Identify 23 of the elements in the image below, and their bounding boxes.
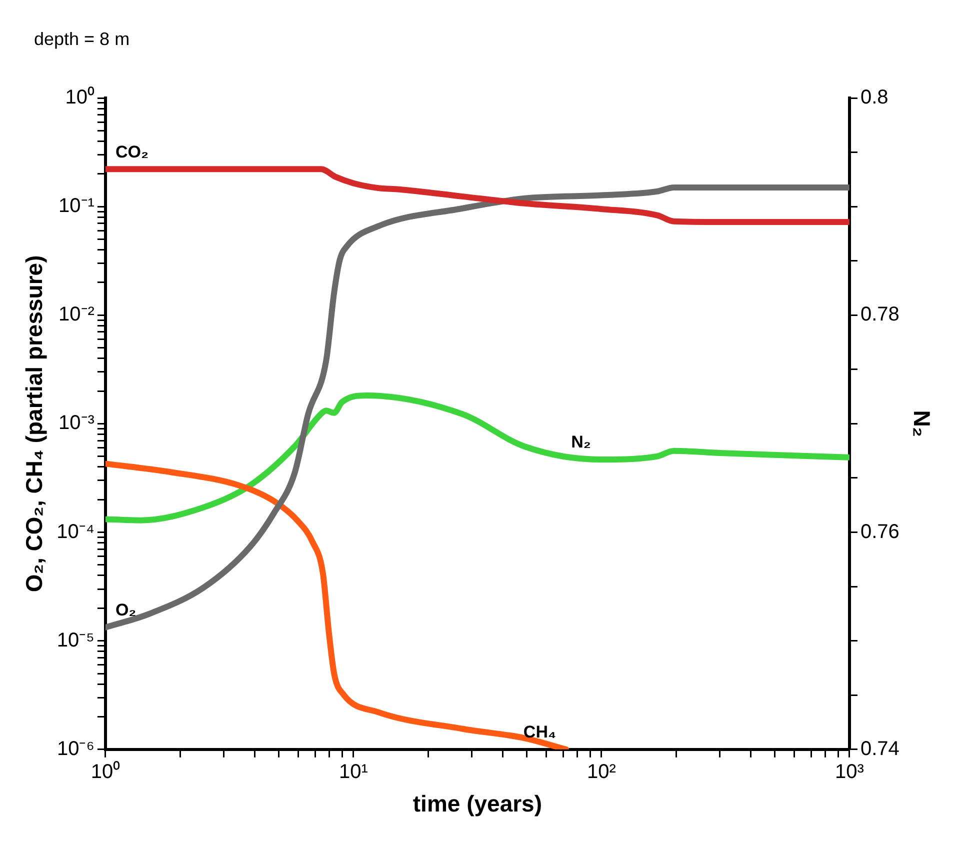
x-tick-label: 10⁰ <box>90 760 120 783</box>
x-tick-label: 10¹ <box>339 760 368 783</box>
y-tick-label: 10⁻³ <box>58 412 95 434</box>
series-label: N₂ <box>571 432 591 452</box>
series-label: O₂ <box>115 600 136 620</box>
series-label: CH₄ <box>523 722 556 742</box>
x-tick-label: 10² <box>587 760 616 783</box>
x-tick-label: 10³ <box>835 760 864 783</box>
y2-tick-label: 0.78 <box>860 304 900 326</box>
y2-tick-label: 0.74 <box>860 738 900 760</box>
y-tick-label: 10⁰ <box>65 86 94 109</box>
y-tick-label: 10⁻¹ <box>58 195 95 218</box>
y-tick-label: 10⁻⁵ <box>56 629 94 652</box>
text: depth = 8 m <box>34 28 130 49</box>
y2-axis-title: N₂ <box>908 410 935 438</box>
x-axis-title: time (years) <box>412 790 542 817</box>
y2-tick-label: 0.76 <box>860 520 900 543</box>
series-label: CO₂ <box>115 142 148 162</box>
y-tick-label: 10⁻² <box>58 304 95 326</box>
y-tick-label: 10⁻⁶ <box>56 738 94 760</box>
y-tick-label: 10⁻⁴ <box>56 520 94 543</box>
y-axis-title: O₂, CO₂, CH₄ (partial pressure) <box>21 255 48 592</box>
y2-tick-label: 0.8 <box>860 86 888 109</box>
